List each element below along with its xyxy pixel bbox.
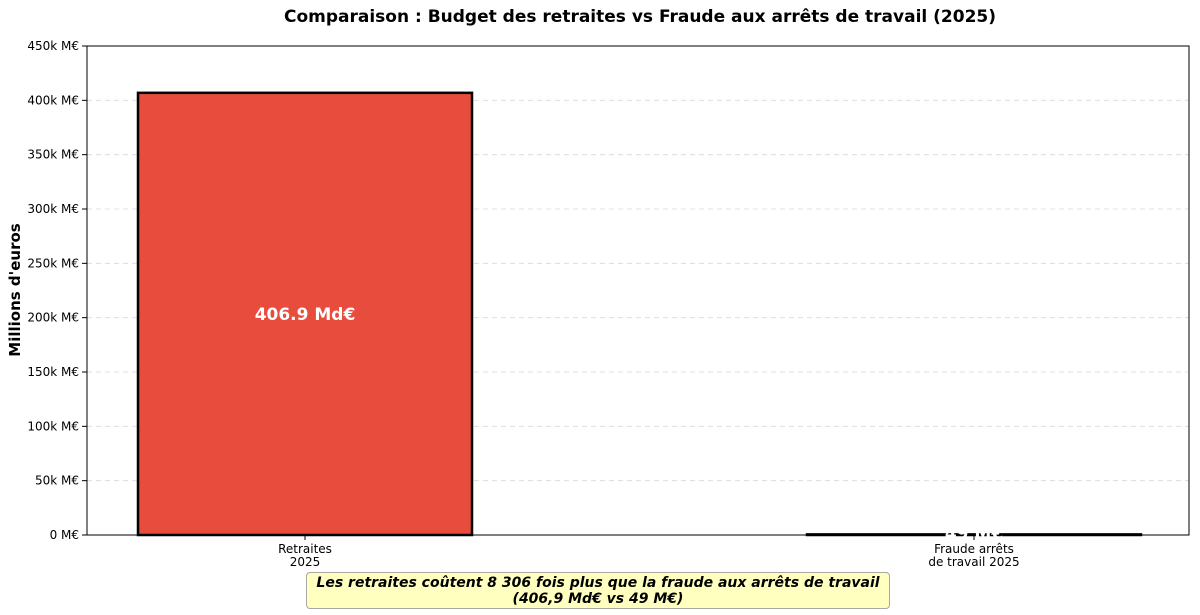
y-axis-label: Millions d'euros [6,223,24,357]
annotation-line-1: Les retraites coûtent 8 306 fois plus qu… [316,575,880,591]
bar-value-label: 49 M€ [945,524,1003,544]
y-tick-label: 300k M€ [27,202,79,216]
bar-value-labels: 406.9 Md€ 49 M€ [255,305,1003,544]
y-tick-label: 0 M€ [50,528,79,542]
chart-title: Comparaison : Budget des retraites vs Fr… [284,7,996,27]
y-tick-label: 50k M€ [35,474,79,488]
x-axis-ticks: Retraites 2025 Fraude arrêts de travail 202… [278,535,1020,569]
y-tick-label: 450k M€ [27,39,79,53]
y-tick-label: 400k M€ [27,93,79,107]
y-tick-label: 250k M€ [27,256,79,270]
y-tick-label: 150k M€ [27,365,79,379]
y-tick-label: 100k M€ [27,419,79,433]
plot-area-frame [86,45,1190,536]
x-tick-label: Retraites 2025 [278,542,332,569]
x-tick-label: Fraude arrêts de travail 2025 [928,542,1019,569]
bar-value-label: 406.9 Md€ [255,305,356,325]
y-axis-ticks: 0 M€ 50k M€ 100k M€ 150k M€ 200k M€ 250k M€ 30… [27,39,87,542]
comparison-annotation: Les retraites coûtent 8 306 fois plus qu… [306,572,890,609]
annotation-line-2: (406,9 Md€ vs 49 M€) [512,591,684,607]
bar-0 [136,91,474,537]
y-tick-label: 200k M€ [27,311,79,325]
y-tick-label: 350k M€ [27,148,79,162]
